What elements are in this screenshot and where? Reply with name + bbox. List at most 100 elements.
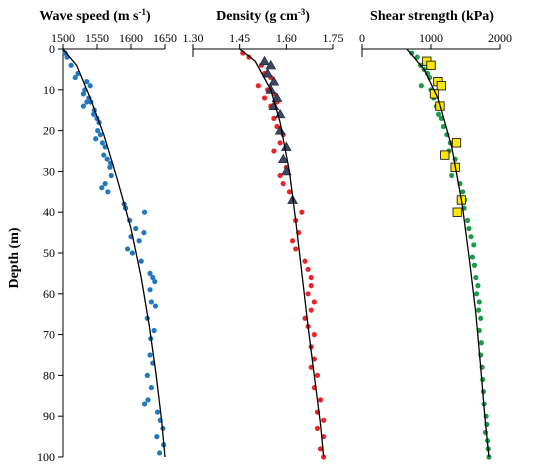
- wave-data-point: [151, 327, 157, 334]
- density-data-point: [302, 315, 308, 321]
- strength-data-point: [471, 262, 478, 268]
- wave-panel-title: Wave speed (m s-1): [39, 7, 151, 24]
- density-panel-title: Density (g cm-3): [216, 7, 310, 24]
- strength-square-point: [426, 60, 436, 70]
- density-data-point: [277, 172, 283, 179]
- strength-data-point: [464, 217, 471, 223]
- strength-data-point: [476, 307, 482, 313]
- strength-data-point: [460, 189, 466, 195]
- strength-square-point: [440, 150, 450, 160]
- wave-data-point: [156, 450, 163, 456]
- y-tick-label: 100: [37, 450, 55, 464]
- density-data-point: [311, 299, 317, 305]
- density-data-point: [305, 266, 311, 272]
- density-data-point: [299, 209, 305, 215]
- wave-data-point: [152, 303, 159, 309]
- wave-data-point: [136, 238, 142, 244]
- wave-data-point: [87, 83, 93, 89]
- density-x-tick-label: 1.30: [183, 31, 204, 45]
- density-data-point: [308, 307, 314, 313]
- wave-data-point: [152, 278, 158, 285]
- strength-fit-line: [406, 48, 490, 458]
- axes-layer: 0 10 20 30 40 50 60 70 80 90 100 Wave speed (m s-1)…: [37, 7, 512, 464]
- wave-data-point: [150, 274, 156, 281]
- density-x-tick-label: 1.60: [276, 31, 297, 45]
- strength-square-point: [451, 138, 462, 148]
- density-data-point: [317, 397, 324, 403]
- y-tick-label: 0: [49, 42, 55, 56]
- strength-data-point: [482, 429, 489, 436]
- wave-x-tick-label: 1600: [119, 31, 143, 45]
- strength-data-point: [409, 50, 415, 56]
- wave-data-point: [148, 299, 154, 305]
- wave-data-point: [154, 409, 161, 415]
- density-data-point: [321, 417, 327, 423]
- strength-data-point: [449, 172, 455, 179]
- density-data-point: [314, 372, 321, 378]
- strength-data-point: [469, 254, 475, 260]
- density-data-point: [289, 238, 296, 244]
- wave-data-point: [147, 270, 153, 276]
- density-data-point: [311, 332, 317, 338]
- wave-data-point: [84, 99, 90, 105]
- strength-x-tick-label: 1000: [419, 31, 443, 45]
- strength-data-point: [414, 54, 420, 60]
- wave-data-point: [138, 258, 144, 264]
- wave-data-point: [62, 50, 68, 56]
- strength-square-point: [436, 81, 446, 91]
- strength-panel-title: Shear strength (kPa): [370, 9, 494, 24]
- density-data-point: [274, 123, 280, 130]
- density-data-point: [293, 246, 299, 252]
- wave-data-point: [107, 164, 113, 170]
- density-data-point: [302, 258, 308, 264]
- strength-data-point: [473, 274, 479, 281]
- strength-data-point: [478, 315, 484, 321]
- wave-data-point: [141, 230, 147, 236]
- density-data-point: [314, 425, 321, 432]
- strength-x-tick-label: 0: [359, 31, 365, 45]
- density-data-point: [277, 140, 283, 146]
- density-data-point: [271, 115, 277, 121]
- wave-data-point: [91, 111, 97, 117]
- density-data-point: [280, 181, 286, 187]
- y-tick-label: 40: [43, 205, 55, 219]
- wave-data-point: [93, 136, 99, 142]
- y-axis-label: Depth (m): [7, 227, 22, 288]
- wave-data-point: [80, 91, 86, 97]
- wave-data-point: [142, 209, 148, 215]
- wave-data-point: [80, 103, 86, 109]
- wave-data-point: [154, 434, 160, 440]
- density-data-point: [261, 95, 268, 101]
- density-x-tick-label: 1.45: [229, 31, 250, 45]
- wave-data-point: [147, 352, 153, 358]
- wave-data-point: [72, 74, 78, 81]
- marks-layer: [62, 48, 492, 460]
- strength-data-point: [466, 225, 472, 232]
- wave-x-tick-label: 1650: [153, 31, 177, 45]
- strength-data-point: [478, 340, 484, 346]
- density-data-point: [317, 446, 324, 452]
- density-data-point: [255, 83, 261, 89]
- wave-data-point: [148, 385, 154, 391]
- density-triangle-point: [262, 68, 273, 78]
- density-triangle-point: [259, 55, 270, 66]
- y-tick-label: 70: [43, 328, 55, 342]
- wave-data-point: [145, 397, 151, 403]
- wave-data-point: [147, 287, 153, 293]
- strength-data-point: [418, 83, 424, 89]
- density-triangle-point: [271, 92, 283, 102]
- wave-data-point: [133, 225, 139, 232]
- wave-x-tick-label: 1550: [85, 31, 109, 45]
- wave-data-point: [129, 250, 135, 256]
- wave-data-point: [108, 172, 114, 179]
- density-data-point: [271, 148, 277, 154]
- strength-data-point: [468, 234, 474, 240]
- y-tick-label: 10: [43, 83, 55, 97]
- density-triangle-point: [277, 153, 289, 164]
- wave-data-point: [142, 401, 148, 407]
- density-triangle-point: [281, 141, 292, 151]
- wave-x-tick-label: 1500: [51, 31, 75, 45]
- density-triangle-point: [265, 59, 277, 70]
- wave-data-point: [104, 156, 110, 162]
